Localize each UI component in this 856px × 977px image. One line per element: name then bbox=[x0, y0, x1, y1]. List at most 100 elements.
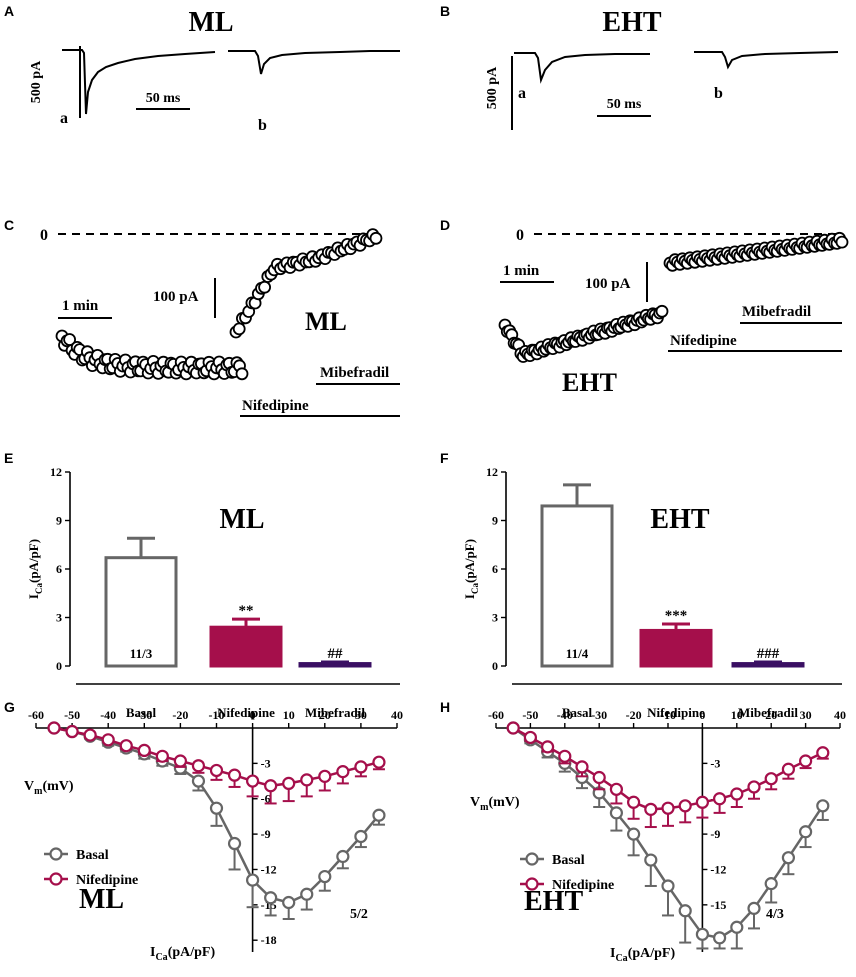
panel-letter-c: C bbox=[4, 217, 14, 233]
legend-label: Nifedipine bbox=[76, 873, 138, 888]
data-point-nifedipine bbox=[644, 802, 658, 816]
data-point-basal bbox=[282, 895, 296, 910]
y-tick-label: 6 bbox=[56, 562, 62, 576]
bar-mibefradil bbox=[731, 662, 805, 668]
trace-b-eht-b bbox=[694, 51, 839, 70]
x-tick-label: -30 bbox=[136, 708, 152, 722]
scale-label-b-y: 500 pA bbox=[485, 66, 500, 109]
category-label: Basal bbox=[562, 705, 593, 720]
x-tick-label: 20 bbox=[765, 708, 777, 722]
data-point-nifedipine bbox=[575, 760, 589, 774]
data-point-basal bbox=[300, 887, 314, 901]
x-axis-label: Vm(mV) bbox=[24, 779, 74, 797]
y-tick-label: 12 bbox=[50, 465, 62, 479]
x-tick-label: 0 bbox=[699, 708, 705, 722]
y-tick-label: -9 bbox=[261, 827, 271, 841]
series-line-nifedipine bbox=[512, 726, 824, 811]
data-point-basal bbox=[695, 927, 710, 941]
x-tick-label: -60 bbox=[28, 708, 44, 722]
data-point-basal bbox=[816, 799, 830, 813]
x-tick-label: -50 bbox=[522, 708, 538, 722]
bar-chart-ml: 0 3 6 9 12 ICa(pA/pF) ML Basal Nifedipine ** Mibef… bbox=[26, 465, 400, 720]
data-point-nifedipine bbox=[816, 746, 830, 760]
y-tick-label: -3 bbox=[261, 756, 271, 770]
data-point-nifedipine bbox=[558, 749, 572, 763]
panel-letter-e: E bbox=[4, 450, 13, 466]
x-tick-label: -20 bbox=[626, 708, 642, 722]
x-tick-label: -60 bbox=[488, 708, 504, 722]
data-point-nifedipine bbox=[798, 754, 813, 768]
data-point-basal bbox=[678, 904, 692, 918]
data-point-basal bbox=[781, 851, 796, 865]
x-tick-label: 30 bbox=[355, 708, 367, 722]
panel-letter-a: A bbox=[4, 3, 14, 19]
data-point-nifedipine bbox=[626, 795, 641, 809]
data-point-basal bbox=[626, 827, 641, 841]
chart-title: ML bbox=[219, 504, 264, 535]
mibefradil-label-d: Mibefradil bbox=[742, 304, 811, 320]
y-axis-label: ICa(pA/pF) bbox=[150, 945, 215, 963]
panel-letter-d: D bbox=[440, 217, 450, 233]
x-tick-label: -40 bbox=[100, 708, 116, 722]
data-point-basal bbox=[354, 829, 368, 844]
y-tick-label: 3 bbox=[56, 611, 62, 625]
legend-label: Basal bbox=[552, 853, 585, 868]
timecourse-points-ml bbox=[55, 228, 383, 381]
data-point-nifedipine bbox=[609, 782, 624, 796]
data-point-nifedipine bbox=[300, 773, 314, 787]
y-tick-label: -9 bbox=[710, 827, 720, 841]
x-tick-label: -50 bbox=[64, 708, 80, 722]
data-point-nifedipine bbox=[372, 755, 386, 769]
trace-b-eht-a bbox=[514, 52, 650, 84]
bar-nifedipine bbox=[209, 625, 283, 668]
timecourse-points-eht bbox=[498, 231, 849, 363]
bar-chart-eht: 0 3 6 9 12 ICa(pA/pF) EHT Basal Nifedipine *** Mib… bbox=[462, 465, 842, 720]
data-point-nifedipine bbox=[101, 733, 115, 747]
scale-label-a-y: 500 pA bbox=[29, 60, 44, 103]
bar-nifedipine bbox=[639, 628, 713, 668]
category-label: Nifedipine bbox=[647, 705, 705, 720]
data-point-nifedipine bbox=[227, 768, 242, 782]
data-point-nifedipine bbox=[209, 763, 224, 778]
y-tick-label: 0 bbox=[56, 659, 62, 673]
data-point-nifedipine bbox=[678, 799, 692, 813]
y-axis-label: ICa(pA/pF) bbox=[610, 946, 675, 964]
bar-basal bbox=[104, 556, 178, 668]
legend-label: Basal bbox=[76, 848, 109, 863]
panel-letter-g: G bbox=[4, 699, 15, 715]
x-tick-label: 40 bbox=[834, 708, 846, 722]
data-point-nifedipine bbox=[730, 787, 744, 801]
category-label: Mibefradil bbox=[738, 705, 798, 720]
x-tick-label: 30 bbox=[800, 708, 812, 722]
panel-letter-h: H bbox=[440, 699, 450, 715]
y-axis-label: ICa(pA/pF) bbox=[462, 539, 480, 599]
panel-b-title: EHT bbox=[602, 7, 661, 38]
trace-label-b-a: a bbox=[518, 85, 526, 102]
data-point-basal bbox=[264, 891, 278, 905]
data-point-basal bbox=[609, 806, 624, 820]
x-tick-label: -20 bbox=[172, 708, 188, 722]
y-tick-label: -18 bbox=[261, 933, 277, 947]
data-point-nifedipine bbox=[318, 769, 332, 783]
data-point-nifedipine bbox=[506, 721, 520, 735]
data-point-nifedipine bbox=[712, 792, 727, 806]
significance-label: ** bbox=[239, 603, 254, 619]
data-point-nifedipine bbox=[155, 749, 169, 763]
legend-marker bbox=[525, 877, 539, 891]
x-tick-label: 40 bbox=[391, 708, 403, 722]
x-tick-label: -10 bbox=[209, 708, 225, 722]
data-point-nifedipine bbox=[661, 801, 675, 815]
data-point-nifedipine bbox=[264, 779, 278, 793]
y-tick-label: 0 bbox=[492, 659, 498, 673]
data-point-basal bbox=[730, 920, 744, 934]
zero-label-d: 0 bbox=[516, 227, 524, 244]
timecourse-point bbox=[235, 367, 249, 381]
cell-label-c: ML bbox=[305, 307, 347, 336]
x-tick-label: -40 bbox=[557, 708, 573, 722]
scale-label-a-x: 50 ms bbox=[146, 91, 181, 106]
data-point-nifedipine bbox=[336, 765, 350, 779]
panel-letter-f: F bbox=[440, 450, 449, 466]
current-scale-label-d: 100 pA bbox=[585, 276, 631, 292]
cell-label-d: EHT bbox=[562, 368, 617, 397]
